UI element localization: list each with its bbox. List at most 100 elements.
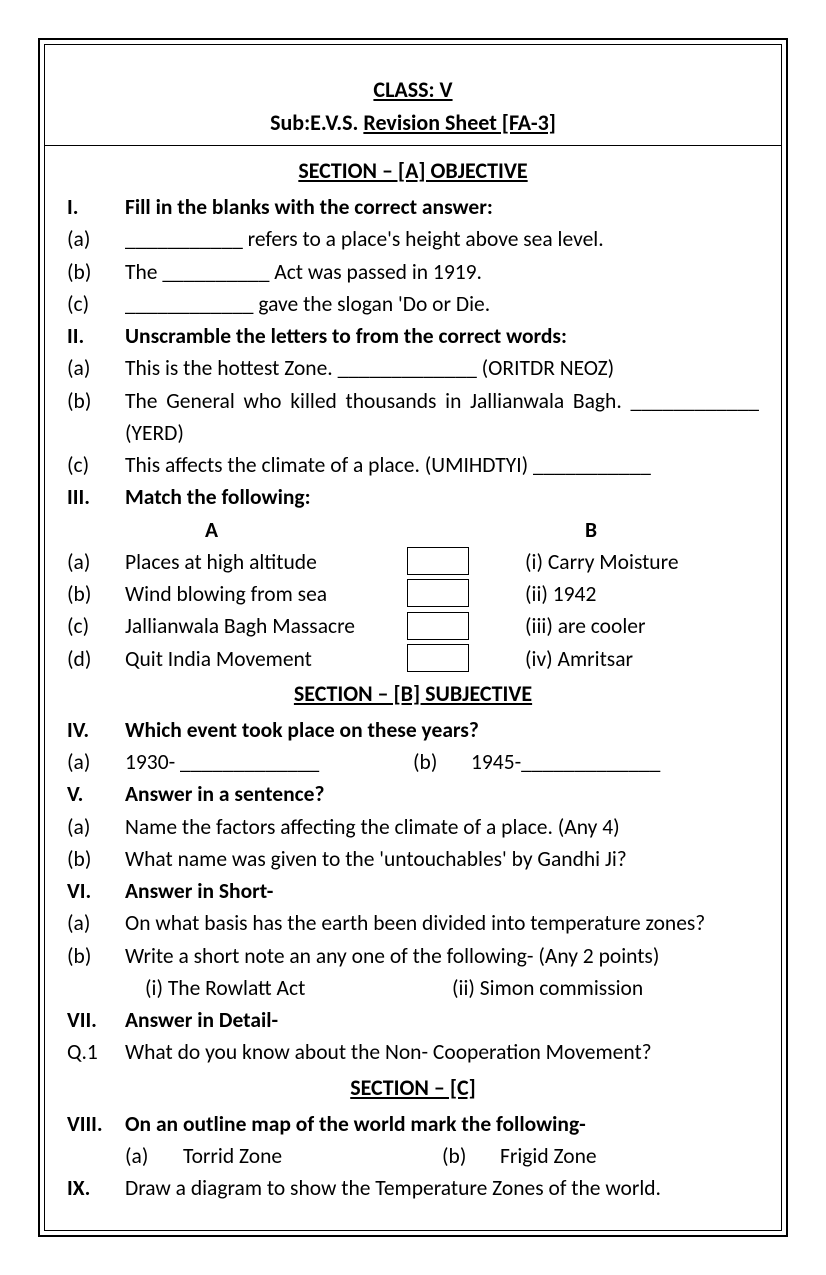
match-row: (c) Jallianwala Bagh Massacre (iii) are … (67, 610, 759, 642)
match-box[interactable] (407, 579, 469, 607)
page-content: CLASS: V Sub:E.V.S. Revision Sheet [FA-3… (44, 44, 782, 1231)
item-label: (a) (67, 746, 125, 778)
match-b: (iv) Amritsar (469, 643, 759, 675)
item-text: The __________ Act was passed in 1919. (125, 256, 759, 288)
question-item: Q.1 What do you know about the Non- Coop… (67, 1036, 759, 1068)
item-label: (a) (67, 907, 125, 939)
item-text: On what basis has the earth been divided… (125, 907, 759, 939)
item-text: ____________ gave the slogan 'Do or Die. (125, 288, 759, 320)
match-row: (a) Places at high altitude (i) Carry Mo… (67, 546, 759, 578)
sub-option-ii: (ii) Simon commission (452, 972, 643, 1004)
question-heading: V. Answer in a sentence? (67, 778, 759, 810)
question-number: IX. (67, 1172, 125, 1204)
question-text: Match the following: (125, 481, 759, 513)
question-item: (c) ____________ gave the slogan 'Do or … (67, 288, 759, 320)
match-col-a: A (125, 514, 425, 546)
question-heading: III. Match the following: (67, 481, 759, 513)
match-b: (ii) 1942 (469, 578, 759, 610)
sheet-title: Revision Sheet [FA-3] (363, 109, 556, 136)
item-text: This is the hottest Zone. _____________ … (125, 352, 759, 384)
match-box[interactable] (407, 644, 469, 672)
question-number: IV. (67, 714, 125, 746)
item-label: (b) (67, 385, 125, 417)
question-text: Answer in Detail- (125, 1004, 759, 1036)
item-label: (c) (67, 288, 125, 320)
match-header: A B (67, 514, 759, 546)
question-item: (b) What name was given to the 'untoucha… (67, 843, 759, 875)
item-text: This affects the climate of a place. (UM… (125, 449, 759, 481)
sub-option-i: (i) The Rowlatt Act (145, 972, 305, 1004)
match-a: Jallianwala Bagh Massacre (125, 610, 407, 642)
question-item: (a) ___________ refers to a place's heig… (67, 223, 759, 255)
item-label: (a) (125, 1140, 183, 1172)
item-text: Write a short note an any one of the fol… (125, 940, 759, 972)
item-label: (c) (67, 610, 125, 642)
item-text: Torrid Zone (183, 1140, 282, 1172)
question-number: II. (67, 320, 125, 352)
item-label: (d) (67, 643, 125, 675)
item-text: What name was given to the 'untouchables… (125, 843, 759, 875)
question-item: (b) Write a short note an any one of the… (67, 940, 759, 972)
item-label: (c) (67, 449, 125, 481)
question-text: Answer in a sentence? (125, 778, 759, 810)
question-number: III. (67, 481, 125, 513)
question-item: (a) On what basis has the earth been div… (67, 907, 759, 939)
question-heading: VI. Answer in Short- (67, 875, 759, 907)
question-number: VII. (67, 1004, 125, 1036)
question-heading: IV. Which event took place on these year… (67, 714, 759, 746)
question-number: I. (67, 191, 125, 223)
match-row: (d) Quit India Movement (iv) Amritsar (67, 643, 759, 675)
match-box[interactable] (407, 547, 469, 575)
match-b: (i) Carry Moisture (469, 546, 759, 578)
item-label: (a) (67, 811, 125, 843)
item-text: ___________ refers to a place's height a… (125, 223, 759, 255)
question-heading: VII. Answer in Detail- (67, 1004, 759, 1036)
section-b-title: SECTION – [B] SUBJECTIVE (67, 677, 759, 710)
item-text: Draw a diagram to show the Temperature Z… (125, 1172, 759, 1204)
item-label: (b) (67, 256, 125, 288)
class-line: CLASS: V (67, 73, 759, 106)
item-text: Frigid Zone (500, 1140, 597, 1172)
match-a: Wind blowing from sea (125, 578, 407, 610)
match-a: Quit India Movement (125, 643, 407, 675)
question-text: On an outline map of the world mark the … (125, 1108, 759, 1140)
item-label: (b) (67, 843, 125, 875)
match-a: Places at high altitude (125, 546, 407, 578)
question-number: VI. (67, 875, 125, 907)
subject-line: Sub:E.V.S. Revision Sheet [FA-3] (67, 106, 759, 139)
sub-options: (i) The Rowlatt Act (ii) Simon commissio… (67, 972, 759, 1004)
question-text: Answer in Short- (125, 875, 759, 907)
item-label: (b) (67, 940, 125, 972)
item-label: (a) (67, 546, 125, 578)
question-item: (a) This is the hottest Zone. __________… (67, 352, 759, 384)
question-text: Which event took place on these years? (125, 714, 759, 746)
map-options: (a) Torrid Zone (b) Frigid Zone (67, 1140, 759, 1172)
question-text: Fill in the blanks with the correct answ… (125, 191, 759, 223)
item-label: Q.1 (67, 1036, 125, 1068)
match-row: (b) Wind blowing from sea (ii) 1942 (67, 578, 759, 610)
section-a-title: SECTION – [A] OBJECTIVE (67, 154, 759, 187)
match-col-b: B (505, 514, 759, 546)
question-item: (b) The __________ Act was passed in 191… (67, 256, 759, 288)
item-label: (b) (413, 746, 471, 778)
item-text: Name the factors affecting the climate o… (125, 811, 759, 843)
item-label: (a) (67, 352, 125, 384)
section-c-title: SECTION – [C] (67, 1071, 759, 1104)
question-item: (b) The General who killed thousands in … (67, 385, 759, 450)
question-heading: VIII. On an outline map of the world mar… (67, 1108, 759, 1140)
item-text: What do you know about the Non- Cooperat… (125, 1036, 759, 1068)
item-text: 1930- _____________ (125, 746, 319, 778)
question-item: (a) Name the factors affecting the clima… (67, 811, 759, 843)
document-header: CLASS: V Sub:E.V.S. Revision Sheet [FA-3… (67, 73, 759, 139)
subject-prefix: Sub:E.V.S. (270, 109, 363, 136)
question-heading: I. Fill in the blanks with the correct a… (67, 191, 759, 223)
question-text: Unscramble the letters to from the corre… (125, 320, 759, 352)
divider (45, 145, 781, 146)
question-item: (c) This affects the climate of a place.… (67, 449, 759, 481)
item-text: 1945-_____________ (471, 746, 660, 778)
match-box[interactable] (407, 612, 469, 640)
question-item: IX. Draw a diagram to show the Temperatu… (67, 1172, 759, 1204)
question-number: VIII. (67, 1108, 125, 1140)
question-number: V. (67, 778, 125, 810)
item-label: (a) (67, 223, 125, 255)
